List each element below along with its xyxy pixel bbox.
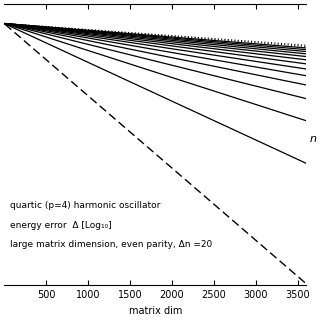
Text: quartic (p=4) harmonic oscillator: quartic (p=4) harmonic oscillator <box>10 201 161 210</box>
Text: energy error  Δ [Log₁₀]: energy error Δ [Log₁₀] <box>10 221 112 230</box>
X-axis label: matrix dim: matrix dim <box>129 306 182 316</box>
Text: n: n <box>309 134 316 144</box>
Text: large matrix dimension, even parity, Δn =20: large matrix dimension, even parity, Δn … <box>10 240 212 249</box>
